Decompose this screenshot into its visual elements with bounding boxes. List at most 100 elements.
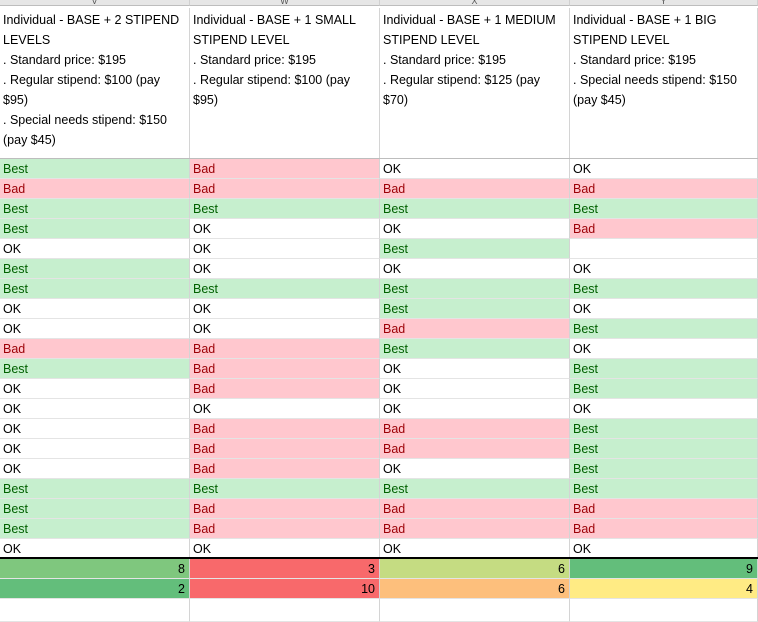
data-cell[interactable]: OK <box>380 219 570 239</box>
data-cell[interactable]: Best <box>0 359 190 379</box>
data-cell[interactable]: OK <box>0 419 190 439</box>
data-cell[interactable]: Best <box>190 279 380 299</box>
data-cell[interactable] <box>570 239 758 259</box>
data-cell[interactable]: Best <box>0 159 190 179</box>
data-cell[interactable]: Bad <box>190 179 380 199</box>
data-cell[interactable]: OK <box>190 219 380 239</box>
data-cell[interactable]: Bad <box>190 499 380 519</box>
data-cell[interactable]: OK <box>190 259 380 279</box>
data-cell[interactable]: OK <box>380 159 570 179</box>
empty-cell[interactable] <box>190 599 380 622</box>
data-cell[interactable]: Best <box>380 339 570 359</box>
data-cell[interactable]: Best <box>0 499 190 519</box>
data-cell[interactable]: OK <box>190 539 380 559</box>
data-cell[interactable]: Best <box>0 199 190 219</box>
data-cell[interactable]: OK <box>190 319 380 339</box>
header-cell-x[interactable]: Individual - BASE + 1 MEDIUM STIPEND LEVE… <box>380 8 570 159</box>
data-cell[interactable]: Bad <box>570 179 758 199</box>
data-cell[interactable]: OK <box>380 539 570 559</box>
summary-count-cell[interactable]: 3 <box>190 559 380 579</box>
data-cell[interactable]: OK <box>570 539 758 559</box>
data-cell[interactable]: Best <box>570 279 758 299</box>
data-cell[interactable]: OK <box>190 239 380 259</box>
data-cell[interactable]: Bad <box>190 379 380 399</box>
summary-count-cell[interactable]: 9 <box>570 559 758 579</box>
data-cell[interactable]: Bad <box>570 499 758 519</box>
data-cell[interactable]: OK <box>380 359 570 379</box>
data-cell[interactable]: Best <box>380 279 570 299</box>
data-cell[interactable]: Best <box>0 519 190 539</box>
data-cell[interactable]: OK <box>380 259 570 279</box>
data-cell[interactable]: Bad <box>380 519 570 539</box>
data-cell[interactable]: OK <box>190 299 380 319</box>
data-cell[interactable]: Bad <box>380 499 570 519</box>
data-cell[interactable]: OK <box>380 379 570 399</box>
data-cell[interactable]: OK <box>570 339 758 359</box>
data-cell[interactable]: Best <box>570 419 758 439</box>
header-cell-y[interactable]: Individual - BASE + 1 BIG STIPEND LEVEL . … <box>570 8 758 159</box>
data-cell[interactable]: Best <box>570 459 758 479</box>
column-header-w[interactable]: W <box>190 0 380 6</box>
data-cell[interactable]: Bad <box>380 419 570 439</box>
data-cell[interactable]: OK <box>0 459 190 479</box>
data-cell[interactable]: Bad <box>380 439 570 459</box>
data-cell[interactable]: OK <box>0 299 190 319</box>
data-cell[interactable]: OK <box>570 299 758 319</box>
data-cell[interactable]: OK <box>190 399 380 419</box>
column-header-v[interactable]: V <box>0 0 190 6</box>
summary-count-cell[interactable]: 6 <box>380 559 570 579</box>
data-cell[interactable]: Bad <box>190 339 380 359</box>
data-cell[interactable]: Bad <box>190 419 380 439</box>
data-cell[interactable]: OK <box>0 439 190 459</box>
data-cell[interactable]: Best <box>570 379 758 399</box>
data-cell[interactable]: Best <box>570 479 758 499</box>
data-cell[interactable]: Bad <box>570 219 758 239</box>
summary-count-cell[interactable]: 6 <box>380 579 570 599</box>
data-cell[interactable]: Bad <box>380 179 570 199</box>
data-cell[interactable]: OK <box>380 459 570 479</box>
data-cell[interactable]: Best <box>570 439 758 459</box>
column-header-x[interactable]: X <box>380 0 570 6</box>
data-cell[interactable]: Best <box>570 359 758 379</box>
data-cell[interactable]: Best <box>380 479 570 499</box>
data-cell[interactable]: OK <box>570 259 758 279</box>
data-cell[interactable]: Bad <box>190 519 380 539</box>
header-cell-v[interactable]: Individual - BASE + 2 STIPEND LEVELS . Sta… <box>0 8 190 159</box>
data-cell[interactable]: Best <box>570 199 758 219</box>
data-cell[interactable]: Bad <box>0 179 190 199</box>
data-cell[interactable]: OK <box>570 159 758 179</box>
data-cell[interactable]: Best <box>190 479 380 499</box>
data-cell[interactable]: Best <box>380 199 570 219</box>
data-cell[interactable]: OK <box>0 379 190 399</box>
data-cell[interactable]: Best <box>570 319 758 339</box>
summary-count-cell[interactable]: 2 <box>0 579 190 599</box>
data-cell[interactable]: Best <box>190 199 380 219</box>
data-cell[interactable]: Bad <box>570 519 758 539</box>
data-cell[interactable]: Best <box>0 279 190 299</box>
empty-cell[interactable] <box>570 599 758 622</box>
empty-cell[interactable] <box>0 599 190 622</box>
data-cell[interactable]: Bad <box>0 339 190 359</box>
data-cell[interactable]: Bad <box>190 439 380 459</box>
data-cell[interactable]: OK <box>380 399 570 419</box>
summary-count-cell[interactable]: 4 <box>570 579 758 599</box>
header-cell-w[interactable]: Individual - BASE + 1 SMALL STIPEND LEVEL… <box>190 8 380 159</box>
data-cell[interactable]: OK <box>0 399 190 419</box>
data-cell[interactable]: OK <box>0 319 190 339</box>
summary-count-cell[interactable]: 8 <box>0 559 190 579</box>
data-cell[interactable]: Bad <box>190 359 380 379</box>
data-cell[interactable]: OK <box>570 399 758 419</box>
data-cell[interactable]: Best <box>0 259 190 279</box>
column-header-y[interactable]: Y <box>570 0 758 6</box>
empty-cell[interactable] <box>380 599 570 622</box>
data-cell[interactable]: Bad <box>190 459 380 479</box>
data-cell[interactable]: Bad <box>380 319 570 339</box>
data-cell[interactable]: Best <box>380 299 570 319</box>
data-cell[interactable]: OK <box>0 239 190 259</box>
data-cell[interactable]: Best <box>380 239 570 259</box>
data-cell[interactable]: Bad <box>190 159 380 179</box>
data-cell[interactable]: Best <box>0 219 190 239</box>
data-cell[interactable]: Best <box>0 479 190 499</box>
summary-count-cell[interactable]: 10 <box>190 579 380 599</box>
